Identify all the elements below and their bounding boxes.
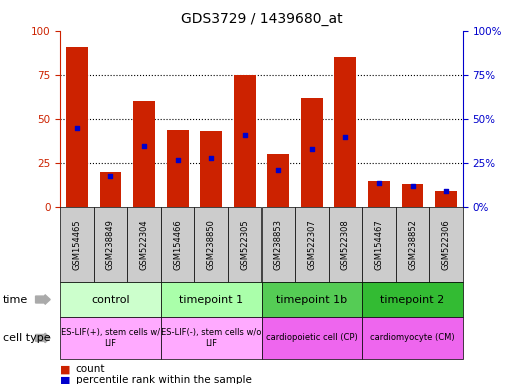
Text: GSM522305: GSM522305 [240,220,249,270]
Bar [167,130,188,207]
Point [241,132,249,138]
Text: GSM154467: GSM154467 [374,219,383,270]
Point [341,134,349,140]
Text: GSM522304: GSM522304 [140,220,149,270]
Point [308,146,316,152]
Text: timepoint 1: timepoint 1 [179,295,243,305]
Point [207,155,215,161]
Text: GSM154465: GSM154465 [72,220,82,270]
Text: cardiopoietic cell (CP): cardiopoietic cell (CP) [266,333,358,343]
Text: ■: ■ [60,375,71,384]
Point [140,142,148,149]
Text: cardiomyocyte (CM): cardiomyocyte (CM) [370,333,455,343]
Text: timepoint 1b: timepoint 1b [276,295,347,305]
Text: ES-LIF(+), stem cells w/
LIF: ES-LIF(+), stem cells w/ LIF [61,328,160,348]
Bar [99,172,121,207]
Text: percentile rank within the sample: percentile rank within the sample [76,375,252,384]
Text: GSM238852: GSM238852 [408,219,417,270]
Bar [335,57,356,207]
Bar [435,192,457,207]
Point [408,183,417,189]
Point [274,167,282,173]
Text: GSM154466: GSM154466 [173,219,182,270]
Bar [133,101,155,207]
Bar [267,154,289,207]
Text: count: count [76,364,105,374]
Text: GSM238850: GSM238850 [207,219,215,270]
Text: GSM522308: GSM522308 [341,219,350,270]
Bar [200,131,222,207]
Text: GSM522306: GSM522306 [441,219,451,270]
Text: ■: ■ [60,364,71,374]
Text: time: time [3,295,28,305]
Bar [234,75,256,207]
Point [174,157,182,163]
Text: GSM238849: GSM238849 [106,219,115,270]
Text: GSM522307: GSM522307 [308,219,316,270]
Point [106,172,115,179]
Text: cell type: cell type [3,333,50,343]
Bar [368,181,390,207]
Text: control: control [91,295,130,305]
Bar [402,184,424,207]
Bar [301,98,323,207]
Point [375,180,383,186]
Text: ES-LIF(-), stem cells w/o
LIF: ES-LIF(-), stem cells w/o LIF [161,328,262,348]
Point [442,189,450,195]
Text: timepoint 2: timepoint 2 [380,295,445,305]
Text: GDS3729 / 1439680_at: GDS3729 / 1439680_at [180,12,343,25]
Bar [66,46,88,207]
Text: GSM238853: GSM238853 [274,219,283,270]
Point [73,125,81,131]
